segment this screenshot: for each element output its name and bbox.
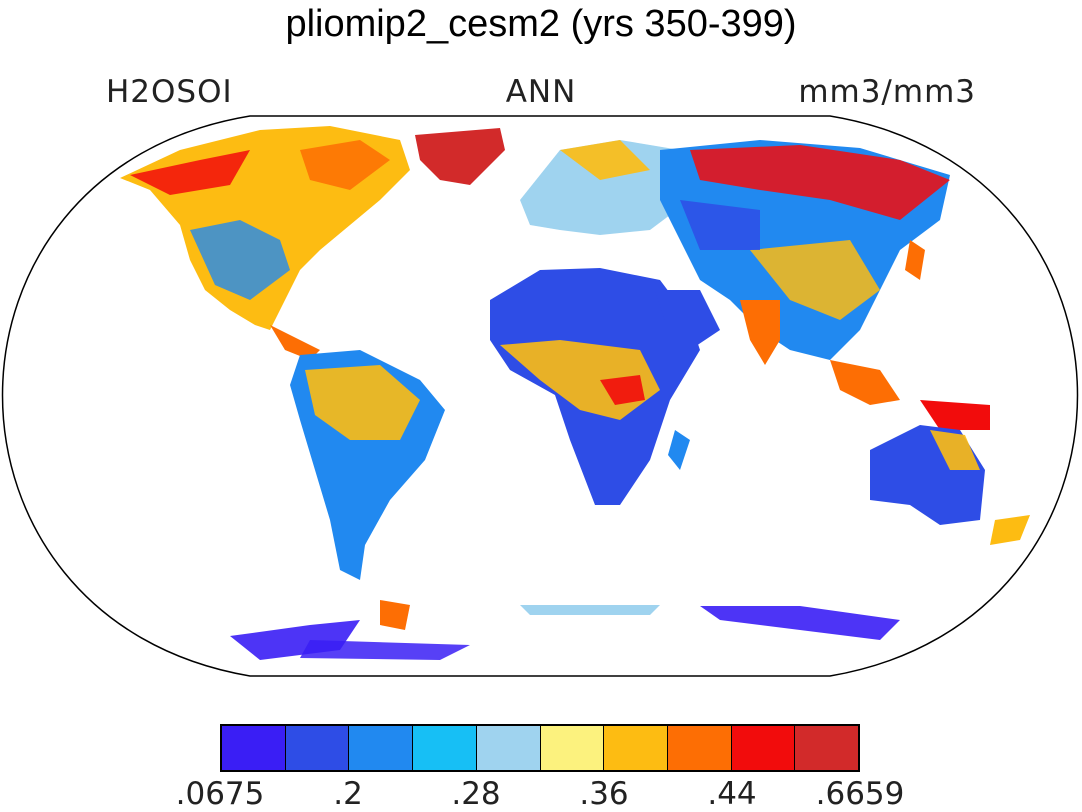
colorbar: [220, 724, 860, 772]
land-central-america: [270, 325, 320, 360]
colorbar-swatch: [667, 726, 732, 770]
colorbar-swatch: [222, 726, 286, 770]
season-label: ANN: [505, 74, 577, 110]
colorbar-tick-label: .44: [707, 776, 757, 812]
colorbar-swatch: [604, 726, 668, 770]
units-label: mm3/mm3: [798, 74, 976, 110]
colorbar-swatch: [731, 726, 796, 770]
colorbar-swatch: [540, 726, 605, 770]
colorbar-tick-label: .0675: [175, 776, 265, 812]
colorbar-tick-label: .6659: [815, 776, 905, 812]
colorbar-tick-label: .2: [333, 776, 363, 812]
colorbar-swatch: [795, 726, 859, 770]
variable-label: H2OSOI: [106, 74, 233, 110]
land-australia: [870, 425, 985, 525]
colorbar-swatch: [413, 726, 477, 770]
colorbar-swatch: [349, 726, 414, 770]
land-europe: [520, 140, 690, 235]
plot-title: pliomip2_cesm2 (yrs 350-399): [285, 3, 797, 45]
colorbar-tick-label: .28: [451, 776, 501, 812]
land-greenland: [415, 128, 505, 185]
colorbar-swatch: [285, 726, 350, 770]
colorbar-tick-label: .36: [579, 776, 629, 812]
map-outline: [1, 115, 1079, 677]
colorbar-swatch: [476, 726, 541, 770]
